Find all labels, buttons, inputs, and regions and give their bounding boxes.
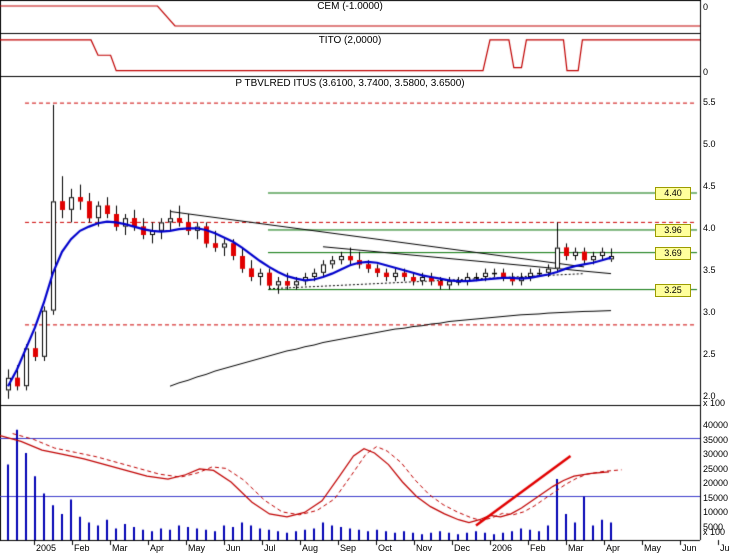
volume-axis-tick: 10000 [703,507,729,517]
x-axis-month-label: Oct [378,543,393,553]
x-axis-month-label: Sep [340,543,357,553]
x-axis-month-label: Feb [530,543,546,553]
volume-axis-tick: 40000 [703,420,729,430]
volume-axis-tick: 15000 [703,492,729,503]
x-axis-month-label: Jul [264,543,276,553]
x-axis-month-label: Aug [302,543,319,553]
price-axis-unit: x 100 [703,398,726,408]
volume-axis-tick: 20000 [703,478,729,488]
volume-axis-unit: x 100 [703,527,726,537]
volume-axis-tick: 25000 [703,463,729,474]
price-axis-tick: 4.0 [703,222,716,233]
price-axis-tick: 5.5 [703,96,716,107]
price-axis-tick: 3.5 [703,264,716,275]
price-level-tag: 4.40 [655,187,691,200]
volume-axis-tick: 30000 [703,449,729,459]
indicator1-axis-label: 0 [703,2,709,12]
volume-axis-tick: 35000 [703,434,729,445]
price-axis-tick: 2.0 [703,390,716,401]
x-axis-month-label: 2006 [492,543,513,553]
indicator2-axis-label: 0 [703,66,709,77]
price-axis-tick: 2.5 [703,348,716,359]
x-axis-month-label: 2005 [36,543,57,553]
x-axis-month-label: Dec [454,543,471,553]
x-axis-month-label: Mar [568,543,584,553]
x-axis-month-label: Jun [226,543,241,553]
price-level-tag: 3.25 [655,283,691,297]
volume-axis-tick: 5000 [703,521,724,532]
x-axis-month-label: Ju [720,543,730,553]
price-level-tag: 3.69 [655,246,691,260]
price-axis-tick: 4.5 [703,180,716,191]
x-axis-month-label: Nov [416,543,433,553]
x-axis-month-label: May [188,543,206,553]
x-axis-month-label: Apr [606,543,621,553]
x-axis-month-label: Jun [682,543,697,553]
price-axis-tick: 3.0 [703,306,716,317]
price-axis-tick: 5.0 [703,138,716,149]
price-level-tag: 3.96 [655,223,691,237]
x-axis-month-label: Apr [150,543,165,553]
x-axis-month-label: Mar [112,543,128,553]
x-axis-month-label: Feb [74,543,90,553]
x-axis-month-label: May [644,543,662,553]
